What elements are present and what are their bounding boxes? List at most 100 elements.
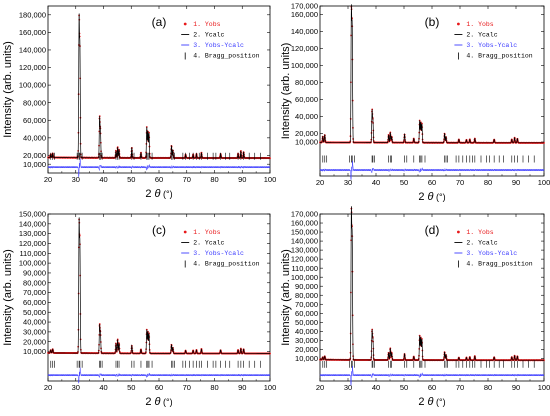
legend-label: 3. Yobs-Ycalc — [466, 42, 517, 49]
legend-label: 4. Bragg_position — [193, 261, 259, 268]
x-tick-label: 80 — [484, 178, 492, 187]
plot-frame — [47, 213, 271, 382]
legend: 1. Yobs 2. Ycalc 3. Yobs-Ycalc 4. Bragg_pos… — [454, 229, 533, 268]
y-axis-title: Intensity (arb. units) — [280, 249, 292, 346]
y-tick-label: 80,000 — [23, 98, 46, 107]
difference-line — [47, 158, 271, 178]
y-tick-label: 10,000 — [295, 354, 318, 363]
yobs-point — [148, 131, 150, 134]
legend-label: 4. Bragg_position — [193, 53, 259, 60]
legend-label: 3. Yobs-Ycalc — [193, 250, 244, 257]
x-tick-label: 90 — [238, 383, 246, 392]
y-tick-label: 140,000 — [19, 219, 46, 228]
y-tick-label: 100,000 — [291, 61, 318, 70]
y-axis-title: Intensity (arb. units) — [2, 41, 14, 138]
x-tick-label: 50 — [400, 178, 408, 187]
y-tick-label: 160,000 — [291, 219, 318, 228]
y-tick-label: 60,000 — [295, 309, 318, 318]
x-axis-title: 2 θ (°) — [418, 191, 445, 203]
y-axis-title: Intensity (arb. units) — [2, 249, 14, 346]
y-tick-label: 160,000 — [19, 28, 46, 37]
y-tick-label: 50,000 — [295, 318, 318, 327]
x-tick-label: 50 — [400, 383, 408, 392]
x-tick-label: 90 — [512, 178, 520, 187]
y-tick-label: 10,000 — [23, 347, 46, 356]
y-tick-label: 120,000 — [291, 255, 318, 264]
y-tick-label: 130,000 — [19, 229, 46, 238]
x-tick-label: 70 — [183, 175, 191, 184]
y-tick-label: 170,000 — [291, 2, 318, 11]
chart-panel-3: 20 30 40 50 60 70 80 90 100 10,00020,00030,00040,… — [2, 210, 276, 408]
x-axis-title: 2 θ (°) — [418, 396, 445, 408]
y-tick-label: 100,000 — [291, 273, 318, 282]
y-tick-label: 80,000 — [295, 78, 318, 87]
y-tick-label: 20,000 — [295, 345, 318, 354]
x-tick-label: 60 — [155, 175, 163, 184]
y-tick-label: 150,000 — [291, 228, 318, 237]
legend-label: 1. Yobs — [193, 21, 220, 28]
legend-label: 2. Ycalc — [466, 240, 497, 247]
x-tick-label: 60 — [155, 383, 163, 392]
plot-frame — [319, 5, 545, 177]
difference-line — [319, 160, 545, 181]
legend-label: 2. Ycalc — [193, 32, 224, 39]
x-tick-label: 80 — [484, 383, 492, 392]
legend-label: 3. Yobs-Ycalc — [193, 42, 244, 49]
x-tick-label: 30 — [72, 175, 80, 184]
legend: 1. Yobs 2. Ycalc 3. Yobs-Ycalc 4. Bragg_pos… — [181, 21, 260, 60]
x-tick-label: 100 — [538, 178, 550, 187]
legend-marker-yobs — [457, 230, 460, 234]
panel-label: (c) — [152, 223, 166, 237]
x-tick-label: 100 — [264, 175, 277, 184]
x-tick-label: 80 — [210, 383, 218, 392]
y-tick-label: 20,000 — [23, 337, 46, 346]
x-tick-label: 40 — [372, 383, 380, 392]
x-tick-label: 70 — [456, 178, 464, 187]
legend-label: 2. Ycalc — [193, 240, 224, 247]
x-axis-title: 2 θ (°) — [145, 188, 172, 200]
x-tick-label: 70 — [183, 383, 191, 392]
legend-label: 1. Yobs — [466, 21, 493, 28]
x-tick-label: 30 — [344, 178, 352, 187]
x-tick-label: 30 — [72, 383, 80, 392]
x-tick-label: 20 — [44, 175, 52, 184]
y-tick-label: 70,000 — [295, 300, 318, 309]
legend-label: 1. Yobs — [193, 229, 220, 236]
y-tick-label: 20,000 — [23, 151, 46, 160]
legend-marker-yobs — [457, 22, 460, 26]
ycalc-line — [48, 13, 270, 159]
x-tick-label: 20 — [44, 383, 52, 392]
y-tick-label: 120,000 — [291, 44, 318, 53]
y-tick-label: 140,000 — [291, 237, 318, 246]
x-axis-title: 2 θ (°) — [145, 396, 172, 408]
x-tick-label: 40 — [99, 383, 107, 392]
y-tick-label: 40,000 — [23, 318, 46, 327]
y-tick-label: 100,000 — [19, 259, 46, 268]
panel-label: (b) — [425, 15, 440, 29]
y-tick-label: 180,000 — [19, 10, 46, 19]
y-tick-label: 40,000 — [23, 133, 46, 142]
legend-label: 2. Ycalc — [466, 32, 497, 39]
y-tick-label: 120,000 — [19, 239, 46, 248]
y-tick-label: 30,000 — [23, 327, 46, 336]
x-tick-label: 90 — [238, 175, 246, 184]
y-tick-label: 150,000 — [19, 210, 46, 219]
y-tick-label: 40,000 — [295, 112, 318, 121]
y-tick-label: 140,000 — [19, 46, 46, 55]
y-tick-label: 90,000 — [23, 269, 46, 278]
y-tick-label: 50,000 — [23, 308, 46, 317]
legend: 1. Yobs 2. Ycalc 3. Yobs-Ycalc 4. Bragg_pos… — [181, 229, 260, 268]
x-tick-label: 100 — [264, 383, 277, 392]
y-tick-label: 110,000 — [19, 249, 46, 258]
y-tick-label: 30,000 — [295, 336, 318, 345]
legend-label: 4. Bragg_position — [466, 261, 532, 268]
y-tick-label: 10,000 — [23, 160, 46, 169]
x-tick-label: 90 — [512, 383, 520, 392]
panel-label: (a) — [152, 15, 167, 29]
x-tick-label: 40 — [99, 175, 107, 184]
y-tick-label: 60,000 — [23, 298, 46, 307]
x-tick-label: 100 — [538, 383, 550, 392]
